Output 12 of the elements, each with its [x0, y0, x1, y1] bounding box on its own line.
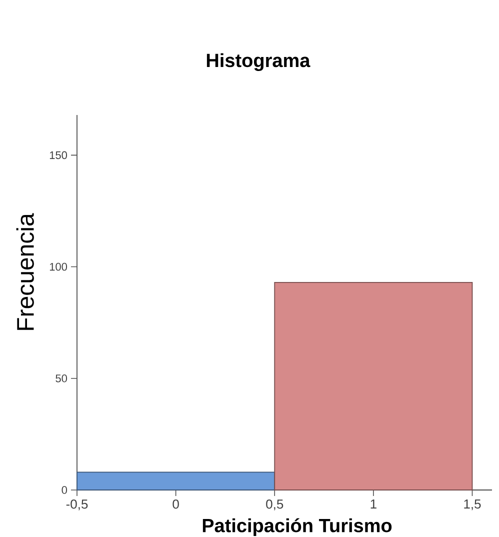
y-tick-label: 50 — [56, 374, 68, 382]
y-tick-label: 100 — [50, 262, 68, 271]
x-tick-label: 1,5 — [464, 500, 481, 510]
x-tick-label: 0,5 — [266, 500, 284, 510]
x-axis-title: Paticipación Turismo — [202, 518, 392, 536]
y-tick-label: 0 — [62, 486, 68, 494]
x-tick-label: -0,5 — [66, 500, 88, 510]
y-tick-label: 150 — [50, 151, 68, 160]
x-tick-label: 0 — [172, 500, 179, 509]
y-axis-title: Frecuencia — [16, 213, 34, 330]
x-tick-label: 1 — [370, 500, 376, 508]
chart-title: Histograma — [206, 53, 310, 72]
